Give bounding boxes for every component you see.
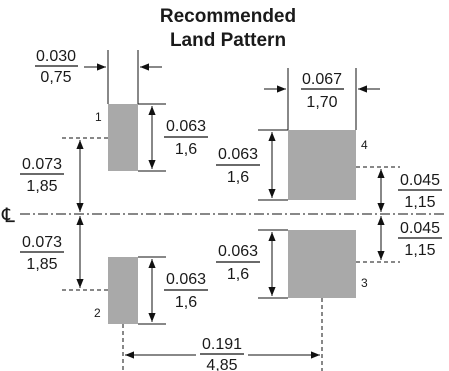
pin-label-3: 3 bbox=[361, 276, 368, 290]
title-line-1: Recommended bbox=[160, 6, 296, 27]
pad3-height-inch: 0.063 bbox=[218, 243, 258, 260]
pad1-height-inch: 0.063 bbox=[166, 118, 206, 135]
pad2-height-inch: 0.063 bbox=[166, 271, 206, 288]
pad4-height-mm: 1,6 bbox=[227, 169, 249, 186]
lower-offset-inch: 0.073 bbox=[22, 234, 62, 251]
pad4-offset-mm: 1,15 bbox=[404, 194, 435, 211]
pin-label-1: 1 bbox=[95, 110, 102, 124]
pad-1 bbox=[108, 104, 138, 171]
pin-label-4: 4 bbox=[361, 138, 368, 152]
pitch-inch: 0.191 bbox=[202, 336, 242, 353]
pin-label-2: 2 bbox=[94, 306, 101, 320]
pad1-height-mm: 1,6 bbox=[175, 141, 197, 158]
pad3-offset-mm: 1,15 bbox=[404, 242, 435, 259]
small-width-mm: 0,75 bbox=[40, 69, 71, 86]
lower-offset-mm: 1,85 bbox=[26, 256, 57, 273]
upper-offset-mm: 1,85 bbox=[26, 178, 57, 195]
pad-4 bbox=[288, 130, 356, 200]
pitch-label-background bbox=[196, 333, 248, 371]
upper-offset-inch: 0.073 bbox=[22, 156, 62, 173]
small-width-inch: 0.030 bbox=[36, 48, 76, 65]
centerline-symbol: ℄ bbox=[1, 205, 15, 227]
large-width-mm: 1,70 bbox=[306, 94, 337, 111]
pad3-height-mm: 1,6 bbox=[227, 266, 249, 283]
pad2-height-mm: 1,6 bbox=[175, 294, 197, 311]
pad-3 bbox=[288, 230, 356, 298]
pitch-mm: 4,85 bbox=[206, 357, 237, 371]
pad4-offset-inch: 0.045 bbox=[400, 172, 440, 189]
large-width-inch: 0.067 bbox=[302, 71, 342, 88]
pad4-height-inch: 0.063 bbox=[218, 146, 258, 163]
title-line-2: Land Pattern bbox=[170, 30, 286, 51]
pad3-offset-inch: 0.045 bbox=[400, 220, 440, 237]
pad-2 bbox=[108, 257, 138, 324]
